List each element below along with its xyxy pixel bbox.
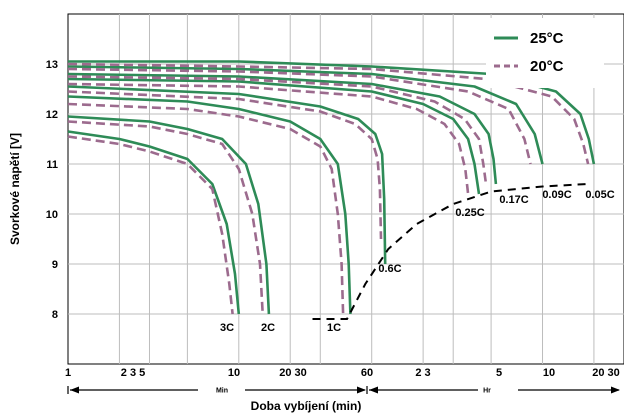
series-line-0-09c-20c (67, 67, 532, 165)
x-tick-label: 10 (228, 367, 240, 379)
y-tick-label: 11 (46, 159, 58, 171)
legend: 25°C 20°C (486, 18, 604, 88)
min-arrow-left-head (70, 386, 79, 394)
rate-label-0-09c: 0.09C (542, 189, 571, 201)
series-line-0-17c-25c (67, 72, 498, 185)
discharge-curves (67, 60, 596, 315)
rate-label-0-25c: 0.25C (455, 207, 484, 219)
rate-label-0-05c: 0.05C (585, 189, 614, 201)
legend-background (486, 18, 604, 88)
rate-label-0-17c: 0.17C (499, 194, 528, 206)
y-axis-title: Svorkové napětí [V] (8, 133, 22, 245)
x-tick-label: 10 (543, 367, 555, 379)
x-tick-label: 1 (65, 367, 71, 379)
legend-label-25c: 25°C (530, 30, 564, 47)
series-line-2c-20c (67, 120, 264, 315)
series-line-1c-25c (67, 95, 352, 315)
y-tick-label: 12 (46, 109, 58, 121)
legend-label-20c: 20°C (530, 58, 564, 75)
series-line-3c-25c (67, 130, 241, 315)
hr-arrow-left-head (369, 386, 378, 394)
x-axis-title: Doba vybíjení (min) (251, 399, 362, 413)
series-line-3c-20c (67, 135, 234, 315)
series-line-1c-20c (67, 102, 345, 315)
series-line-0-25c-20c (67, 82, 470, 195)
x-tick-label: 20 30 (279, 367, 307, 379)
rate-label-2c: 2C (261, 322, 275, 334)
y-tick-label: 13 (46, 59, 58, 71)
series-line-0-6c-25c (67, 85, 387, 265)
hr-unit-label: Hr (483, 388, 491, 395)
series-line-0-09c-25c (67, 65, 544, 165)
series-line-2c-25c (67, 115, 271, 315)
y-tick-label: 9 (52, 259, 58, 271)
series-line-0-25c-25c (67, 77, 481, 195)
min-arrow-right-head (357, 386, 366, 394)
y-tick-label: 10 (46, 209, 58, 221)
rate-label-0-6c: 0.6C (378, 263, 401, 275)
series-line-0-17c-20c (67, 75, 488, 185)
x-tick-label: 2 3 (415, 367, 430, 379)
rate-label-1c: 1C (327, 322, 341, 334)
hr-arrow-right-head (611, 386, 620, 394)
x-tick-label: 2 3 5 (121, 367, 145, 379)
x-tick-label: 5 (496, 367, 502, 379)
x-tick-label: 20 30 (592, 367, 620, 379)
rate-label-3c: 3C (220, 322, 234, 334)
y-tick-labels: 8 9 10 11 12 13 (46, 59, 58, 321)
y-tick-label: 8 (52, 309, 58, 321)
min-unit-label: Min (216, 388, 228, 395)
x-tick-label: 60 (361, 367, 373, 379)
series-line-0-6c-20c (67, 90, 383, 240)
